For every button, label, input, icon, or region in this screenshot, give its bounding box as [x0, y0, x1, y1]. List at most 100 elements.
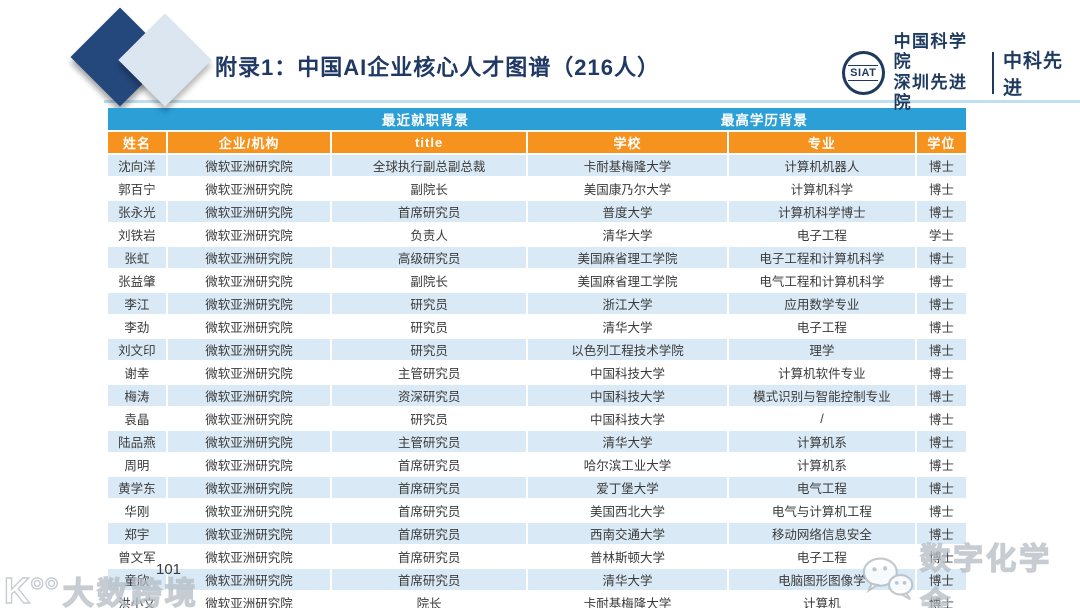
table-cell: 梅涛	[108, 385, 166, 406]
table-cell: 微软亚洲研究院	[167, 592, 331, 608]
table-cell: 爱丁堡大学	[527, 477, 728, 498]
table-cell: 博士	[916, 477, 966, 498]
table-cell: 普度大学	[527, 201, 728, 222]
group-header-education: 最高学历背景	[720, 113, 808, 128]
table-cell: 微软亚洲研究院	[167, 454, 331, 475]
table-cell: 负责人	[332, 224, 526, 245]
table-cell: 首席研究员	[332, 523, 526, 544]
table-cell: 华刚	[108, 500, 166, 521]
table-row: 华刚 微软亚洲研究院 首席研究员 美国西北大学 电气与计算机工程 博士	[108, 500, 966, 521]
table-cell: 计算机软件专业	[729, 362, 915, 383]
table-cell: 模式识别与智能控制专业	[729, 385, 915, 406]
org-name: 中国科学院 深圳先进院	[894, 32, 983, 114]
table-row: 洪小文 微软亚洲研究院 院长 卡耐基梅隆大学 计算机 博士	[108, 592, 966, 608]
table-cell: 博士	[916, 155, 966, 176]
table-cell: 研究员	[332, 339, 526, 360]
table-cell: 微软亚洲研究院	[167, 201, 331, 222]
table-row: 郑宇 微软亚洲研究院 首席研究员 西南交通大学 移动网络信息安全 博士	[108, 523, 966, 544]
table-cell: 电子工程	[729, 224, 915, 245]
table-cell: 哈尔滨工业大学	[527, 454, 728, 475]
siat-seal-icon: SIAT	[842, 50, 885, 95]
table-cell: 微软亚洲研究院	[167, 477, 331, 498]
table-cell: 袁晶	[108, 408, 166, 429]
table-row: 张益肇 微软亚洲研究院 副院长 美国麻省理工学院 电气工程和计算机科学 博士	[108, 270, 966, 291]
table-cell: 微软亚洲研究院	[167, 362, 331, 383]
table-cell: 中国科技大学	[527, 408, 728, 429]
table-cell: 博士	[916, 178, 966, 199]
table-cell: 刘铁岩	[108, 224, 166, 245]
siat-seal-label: SIAT	[848, 64, 879, 81]
table-cell: 博士	[916, 500, 966, 521]
table-cell: 西南交通大学	[527, 523, 728, 544]
table-cell: 计算机系	[729, 454, 915, 475]
table-cell: 微软亚洲研究院	[167, 270, 331, 291]
table-row: 张永光 微软亚洲研究院 首席研究员 普度大学 计算机科学博士 博士	[108, 201, 966, 222]
table-cell: 黄学东	[108, 477, 166, 498]
table-cell: 张永光	[108, 201, 166, 222]
table-cell: 微软亚洲研究院	[167, 385, 331, 406]
table-cell: 电子工程和计算机科学	[729, 247, 915, 268]
logo-divider	[991, 51, 994, 94]
table-cell: 资深研究员	[332, 385, 526, 406]
table-row: 刘铁岩 微软亚洲研究院 负责人 清华大学 电子工程 学士	[108, 224, 966, 245]
table-cell: 计算机系	[729, 431, 915, 452]
table-cell: 张虹	[108, 247, 166, 268]
table-cell: 电子工程	[729, 316, 915, 337]
table-row: 童欣 微软亚洲研究院 首席研究员 清华大学 电脑图形图像学 博士	[108, 569, 966, 590]
table-cell: 微软亚洲研究院	[167, 569, 331, 590]
table-cell: 周明	[108, 454, 166, 475]
table-cell: 高级研究员	[332, 247, 526, 268]
table-cell: 博士	[916, 592, 966, 608]
table-row: 周明 微软亚洲研究院 首席研究员 哈尔滨工业大学 计算机系 博士	[108, 454, 966, 475]
table-cell: 研究员	[332, 293, 526, 314]
org-name-line2: 深圳先进院	[893, 72, 968, 113]
table-cell: 清华大学	[527, 431, 728, 452]
org-short-name: 中科先进	[1002, 50, 1063, 99]
table-cell: 郭百宁	[108, 178, 166, 199]
table-cell: 首席研究员	[332, 201, 526, 222]
table-cell: 博士	[916, 247, 966, 268]
table-cell: 刘文印	[108, 339, 166, 360]
table-cell: 首席研究员	[332, 546, 526, 567]
table-row: 梅涛 微软亚洲研究院 资深研究员 中国科技大学 模式识别与智能控制专业 博士	[108, 385, 966, 406]
table-row: 袁晶 微软亚洲研究院 研究员 中国科技大学 / 博士	[108, 408, 966, 429]
table-cell: 博士	[916, 454, 966, 475]
table-cell: 副院长	[332, 270, 526, 291]
group-header-employment: 最近就职背景	[381, 113, 469, 128]
table-row: 郭百宁 微软亚洲研究院 副院长 美国康乃尔大学 计算机科学 博士	[108, 178, 966, 199]
table-cell: 浙江大学	[527, 293, 728, 314]
table-cell: 微软亚洲研究院	[167, 155, 331, 176]
table-cell: 电气与计算机工程	[729, 500, 915, 521]
siat-logo: SIAT 中国科学院 深圳先进院 中科先进	[842, 32, 1080, 114]
table-cell: 研究员	[332, 316, 526, 337]
dashukuajing-logo-icon: K°°	[3, 569, 59, 608]
header-divider-line	[104, 100, 1080, 103]
table-cell: 院长	[332, 592, 526, 608]
table-cell: 微软亚洲研究院	[167, 523, 331, 544]
column-header-title: title	[332, 132, 526, 153]
table-cell: 计算机机器人	[729, 155, 915, 176]
table-cell: 美国西北大学	[527, 500, 728, 521]
column-header-major: 专业	[729, 132, 915, 153]
table-row: 谢幸 微软亚洲研究院 主管研究员 中国科技大学 计算机软件专业 博士	[108, 362, 966, 383]
table-cell: 博士	[916, 316, 966, 337]
group-header-bar: 最近就职背景 最高学历背景	[108, 108, 966, 130]
table-cell: /	[729, 408, 915, 429]
table-cell: 计算机	[729, 592, 915, 608]
table-cell: 计算机科学	[729, 178, 915, 199]
table-cell: 副院长	[332, 178, 526, 199]
table-cell: 研究员	[332, 408, 526, 429]
table-cell: 清华大学	[527, 316, 728, 337]
table-cell: 博士	[916, 546, 966, 567]
table-cell: 美国麻省理工学院	[527, 270, 728, 291]
table-row: 沈向洋 微软亚洲研究院 全球执行副总副总裁 卡耐基梅隆大学 计算机机器人 博士	[108, 155, 966, 176]
table-cell: 电气工程和计算机科学	[729, 270, 915, 291]
table-cell: 郑宇	[108, 523, 166, 544]
table-cell: 卡耐基梅隆大学	[527, 155, 728, 176]
table-cell: 美国麻省理工学院	[527, 247, 728, 268]
table-cell: 曾文军	[108, 546, 166, 567]
table-cell: 李江	[108, 293, 166, 314]
table-cell: 学士	[916, 224, 966, 245]
table-cell: 微软亚洲研究院	[167, 178, 331, 199]
table-cell: 博士	[916, 569, 966, 590]
